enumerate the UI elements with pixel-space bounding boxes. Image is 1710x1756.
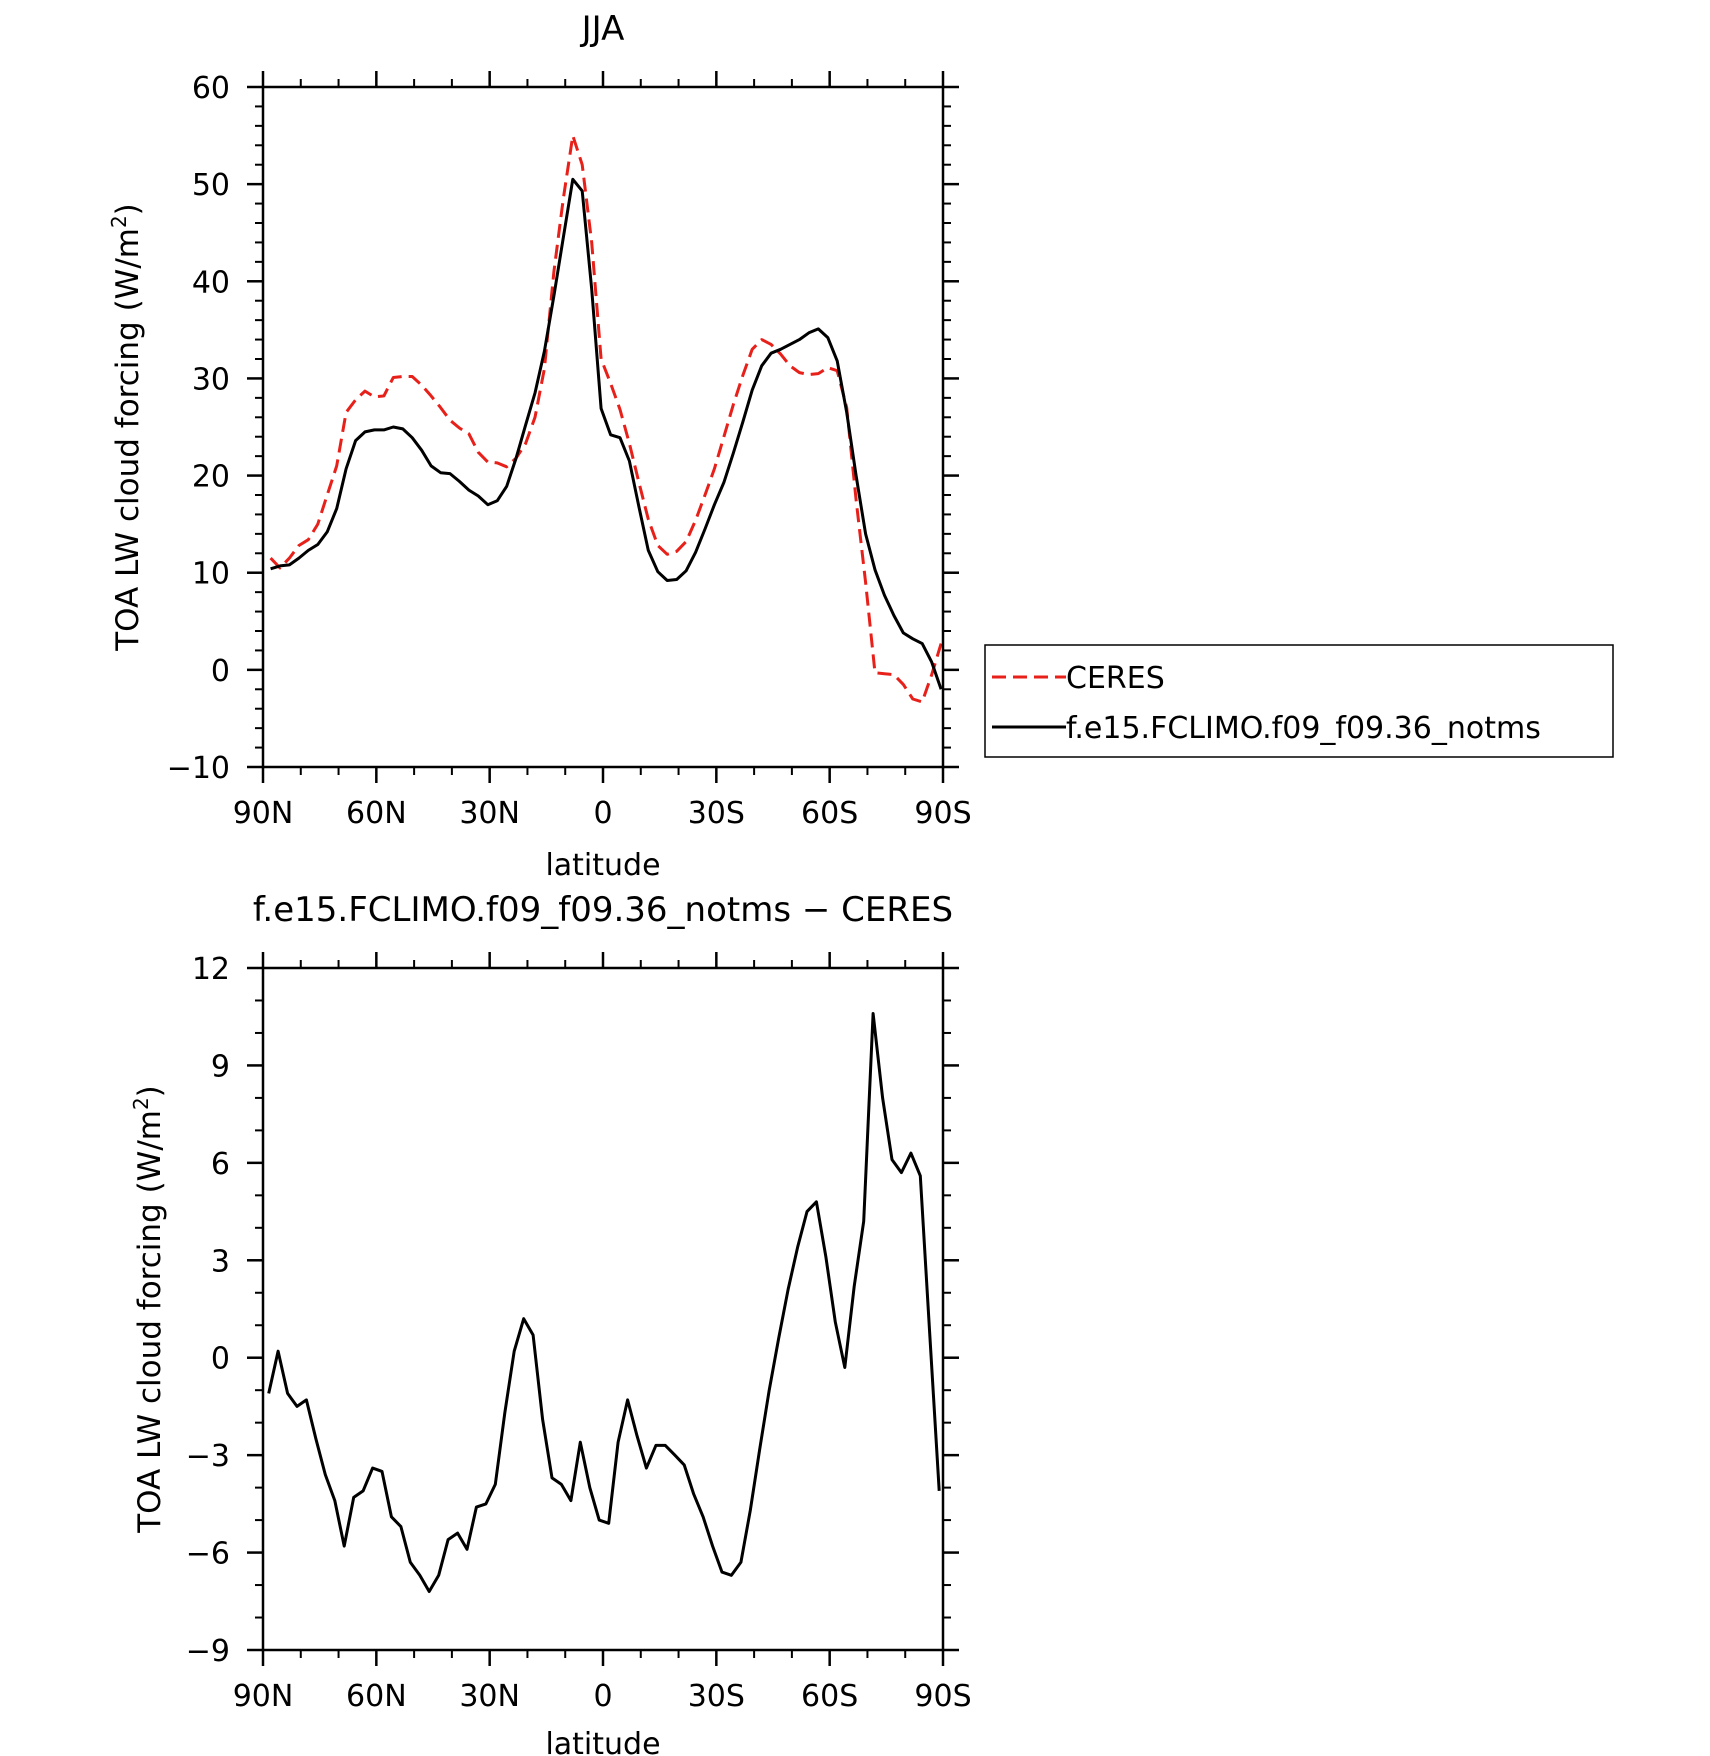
top-y-tick-label: 20: [192, 460, 230, 495]
bottom-x-tick-label: 60S: [801, 1679, 858, 1714]
bottom-y-tick-label: 9: [211, 1049, 230, 1084]
bottom-x-axis-label: latitude: [545, 1727, 660, 1756]
bottom-y-axis-label-superscript: 2: [129, 1097, 153, 1110]
bottom-y-tick-label: 3: [211, 1244, 230, 1279]
bottom-y-tick-label: −9: [186, 1634, 230, 1669]
bottom-y-axis-label: TOA LW cloud forcing (W/m2): [129, 1085, 168, 1534]
bottom-y-tick-label: −3: [186, 1439, 230, 1474]
bottom-x-tick-label: 30N: [459, 1679, 520, 1714]
legend-box: [984, 644, 1614, 758]
bottom-y-tick-label: 0: [211, 1342, 230, 1377]
top-x-axis-label: latitude: [545, 848, 660, 883]
bottom-x-tick-label: 90N: [233, 1679, 294, 1714]
top-x-tick-label: 90N: [233, 796, 294, 831]
top-y-tick-label: 0: [211, 654, 230, 689]
bottom-y-axis-label-close: ): [132, 1085, 168, 1097]
bottom-panel: f.e15.FCLIMO.f09_f09.36_notms − CERES 90…: [129, 890, 972, 1756]
bottom-plot-frame: [261, 966, 945, 1652]
top-y-tick-label: 60: [192, 71, 230, 106]
bottom-y-tick-label: 6: [211, 1147, 230, 1182]
bottom-y-tick-label: 12: [192, 952, 230, 987]
top-y-tick-label: 40: [192, 265, 230, 300]
top-y-tick-label: 50: [192, 168, 230, 203]
top-x-tick-label: 90S: [914, 796, 971, 831]
bottom-x-tick-label: 0: [593, 1679, 612, 1714]
top-x-tick-label: 30S: [688, 796, 745, 831]
bottom-y-axis-label-text: TOA LW cloud forcing (W/m: [132, 1110, 168, 1534]
top-y-axis-label-superscript: 2: [107, 215, 131, 228]
top-x-tick-label: 0: [593, 796, 612, 831]
legend-label-model: f.e15.FCLIMO.f09_f09.36_notms: [1066, 711, 1541, 746]
bottom-x-tick-label: 60N: [346, 1679, 407, 1714]
bottom-y-tick-label: −6: [186, 1537, 230, 1572]
bottom-series-line-0: [267, 1012, 941, 1593]
top-y-tick-label: −10: [167, 751, 230, 786]
legend-label-ceres: CERES: [1066, 661, 1165, 696]
top-x-tick-label: 30N: [459, 796, 520, 831]
top-series-line-1: [270, 177, 943, 690]
top-chart-title: JJA: [580, 9, 625, 49]
top-y-tick-label: 30: [192, 362, 230, 397]
bottom-chart-title: f.e15.FCLIMO.f09_f09.36_notms − CERES: [253, 890, 953, 930]
top-panel: JJA 90N 60N 30N 0 30S 60S 90S−100102030405060 …: [107, 9, 1614, 883]
bottom-x-tick-label: 90S: [914, 1679, 971, 1714]
top-y-tick-label: 10: [192, 557, 230, 592]
top-series-group: [269, 134, 943, 704]
legend: CERES f.e15.FCLIMO.f09_f09.36_notms: [984, 644, 1614, 758]
top-x-tick-label: 60S: [801, 796, 858, 831]
top-y-axis-label-text: TOA LW cloud forcing (W/m: [110, 228, 146, 652]
top-series-line-0: [269, 134, 943, 704]
top-x-tick-label: 60N: [346, 796, 407, 831]
top-plot-frame: [261, 85, 945, 769]
top-y-axis-label-close: ): [110, 203, 146, 215]
bottom-ticks-group: 90N 60N 30N 0 30S 60S 90S −9 −6 −3 0 3 6 9 12: [186, 952, 972, 1714]
bottom-x-tick-label: 30S: [688, 1679, 745, 1714]
bottom-series-group: [267, 1012, 941, 1593]
top-y-axis-label: TOA LW cloud forcing (W/m2): [107, 203, 146, 652]
top-ticks-group: 90N 60N 30N 0 30S 60S 90S −10 0 10 20 30 40 50 60: [167, 71, 972, 831]
